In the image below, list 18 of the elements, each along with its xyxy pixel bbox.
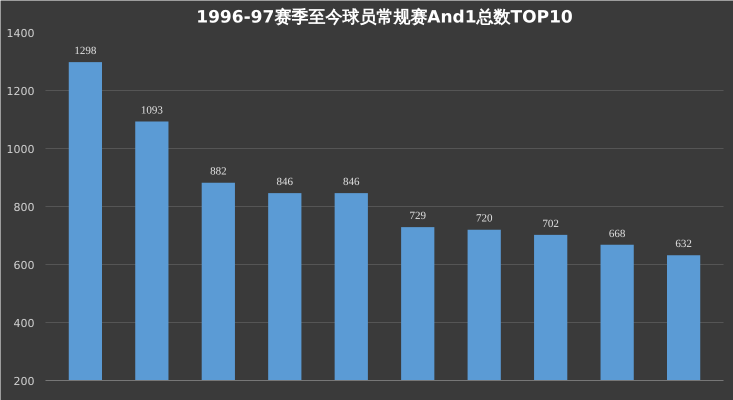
y-tick-label: 200 [14,375,35,388]
y-tick-label: 1400 [6,27,35,40]
y-tick-label: 1200 [6,85,35,98]
y-tick-label: 400 [14,317,35,330]
y-tick-label: 600 [14,259,35,272]
data-label: 882 [210,166,227,178]
data-label: 846 [276,176,294,188]
data-label: 846 [343,176,360,188]
chart-title: 1996-97赛季至今球员常规赛And1总数TOP10 [196,8,573,28]
data-label: 729 [409,210,426,222]
data-label: 720 [476,212,493,225]
data-label: 1298 [74,45,97,58]
data-label: 1093 [140,104,164,117]
y-tick-label: 1000 [6,143,35,156]
y-tick-label: 800 [14,201,35,214]
data-label: 632 [675,238,692,250]
data-label: 702 [542,218,559,230]
data-label: 668 [608,228,626,240]
